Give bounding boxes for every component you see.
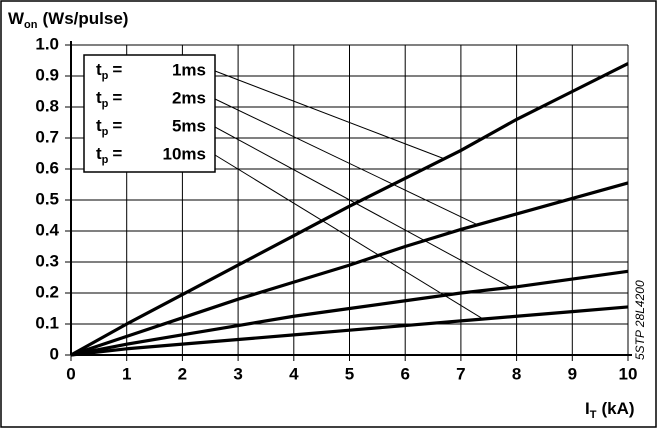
legend-eq: = <box>112 144 122 163</box>
side-note: 5STP 28L4200 <box>633 280 647 360</box>
legend-label: 10ms <box>163 144 206 163</box>
legend-symbol: t <box>96 116 102 135</box>
legend-symbol: t <box>96 144 102 163</box>
y-tick-label: 0.2 <box>35 282 59 301</box>
x-tick-label: 7 <box>456 364 465 383</box>
legend-eq: = <box>112 116 122 135</box>
legend-label: 5ms <box>172 116 206 135</box>
x-tick-label: 4 <box>289 364 299 383</box>
leader-line <box>214 126 512 288</box>
y-tick-label: 0.9 <box>35 65 59 84</box>
legend-label: 2ms <box>172 88 206 107</box>
y-tick-label: 0.4 <box>35 220 59 239</box>
legend-eq: = <box>112 88 122 107</box>
y-tick-label: 0.1 <box>35 313 59 332</box>
x-tick-label: 6 <box>400 364 409 383</box>
x-tick-label: 5 <box>345 364 354 383</box>
y-tick-label: 0 <box>50 344 59 363</box>
legend-symbol: t <box>96 60 102 79</box>
x-tick-label: 1 <box>122 364 131 383</box>
legend-box <box>83 54 216 173</box>
y-tick-label: 0.5 <box>35 189 59 208</box>
legend-eq: = <box>112 60 122 79</box>
leader-line <box>214 70 445 160</box>
y-tick-label: 0.6 <box>35 158 59 177</box>
leader-line <box>214 154 484 320</box>
y-tick-label: 1.0 <box>35 34 59 53</box>
legend-sub: p <box>102 154 109 166</box>
legend-sub: p <box>102 126 109 138</box>
data-line <box>70 305 629 357</box>
x-tick-label: 8 <box>512 364 521 383</box>
legend-entry: tp = <box>96 88 122 109</box>
legend-entry: tp = <box>96 60 122 81</box>
leader-line <box>214 98 478 226</box>
legend-entry: tp = <box>96 116 122 137</box>
data-line <box>70 269 629 357</box>
legend-sub: p <box>102 70 109 82</box>
legend-sub: p <box>102 98 109 110</box>
x-tick-label: 0 <box>66 364 75 383</box>
legend-label: 1ms <box>172 60 206 79</box>
y-tick-label: 0.7 <box>35 127 59 146</box>
data-line <box>70 62 629 357</box>
y-tick-label: 0.3 <box>35 251 59 270</box>
y-axis-label: Won (Ws/pulse) <box>8 9 128 30</box>
x-axis-label: IT (kA) <box>585 399 635 420</box>
legend-symbol: t <box>96 88 102 107</box>
x-tick-label: 2 <box>178 364 187 383</box>
x-tick-label: 3 <box>233 364 242 383</box>
x-tick-label: 9 <box>568 364 577 383</box>
data-line <box>70 181 629 357</box>
y-tick-label: 0.8 <box>35 96 59 115</box>
legend-entry: tp = <box>96 144 122 165</box>
x-tick-label: 10 <box>619 364 638 383</box>
